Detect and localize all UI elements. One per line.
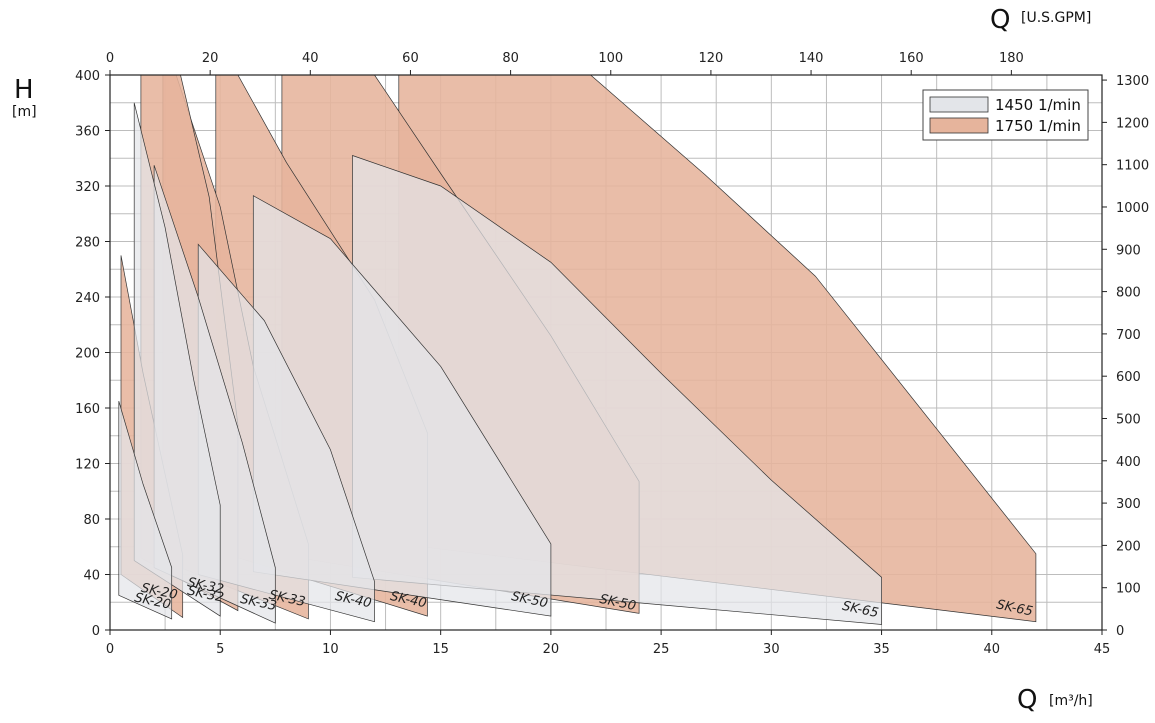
y-tick-label: 120 — [75, 458, 100, 473]
x2-axis-title: Q — [990, 5, 1010, 35]
y-tick-label: 40 — [83, 569, 100, 584]
legend-label-1450: 1450 1/min — [995, 96, 1081, 114]
curve-label-sk-40-1450: SK-40 — [334, 589, 373, 611]
x-tick-label: 45 — [1094, 642, 1111, 657]
y-tick-label: 240 — [75, 291, 100, 306]
y2-tick-label: 1100 — [1116, 159, 1149, 174]
curve-label-sk-33-1750: SK-33 — [268, 588, 307, 610]
y2-tick-label: 300 — [1116, 497, 1141, 512]
y2-tick-label: 1000 — [1116, 201, 1149, 216]
x2-tick-label: 160 — [899, 51, 924, 66]
x2-tick-label: 180 — [999, 51, 1024, 66]
curve-label-sk-65-1750: SK-65 — [995, 597, 1034, 619]
y-axis-title: H — [14, 75, 34, 105]
x-tick-label: 25 — [653, 642, 670, 657]
x-tick-label: 5 — [216, 642, 224, 657]
x-tick-label: 20 — [543, 642, 560, 657]
y-tick-label: 200 — [75, 347, 100, 362]
y-tick-label: 400 — [75, 69, 100, 84]
y2-tick-label: 0 — [1116, 624, 1124, 639]
x-axis-unit: [m³/h] — [1049, 693, 1093, 709]
x-tick-label: 30 — [763, 642, 780, 657]
x2-axis-unit: [U.S.GPM] — [1021, 10, 1091, 26]
legend: 1450 1/min 1750 1/min — [922, 89, 1089, 141]
x-tick-label: 0 — [106, 642, 114, 657]
x-axis-title: Q — [1017, 685, 1037, 715]
legend-swatch-1750 — [929, 117, 989, 134]
x-tick-label: 15 — [432, 642, 449, 657]
x-tick-label: 35 — [873, 642, 890, 657]
x2-tick-label: 40 — [302, 51, 319, 66]
y2-tick-label: 700 — [1116, 328, 1141, 343]
y-tick-label: 320 — [75, 180, 100, 195]
curve-label-sk-20-1750: SK-20 — [140, 581, 179, 603]
curve-areas — [118, 74, 1037, 625]
x2-tick-label: 80 — [502, 51, 519, 66]
y2-tick-label: 1300 — [1116, 74, 1149, 89]
curve-label-sk-32-1750: SK-32 — [186, 575, 225, 597]
y2-tick-label: 900 — [1116, 243, 1141, 258]
curve-label-sk-33-1450: SK-33 — [239, 592, 278, 614]
curve-label-sk-40-1750: SK-40 — [389, 589, 428, 611]
x2-tick-label: 20 — [202, 51, 219, 66]
y2-tick-label: 500 — [1116, 412, 1141, 427]
y2-tick-label: 600 — [1116, 370, 1141, 385]
x-tick-label: 40 — [984, 642, 1001, 657]
curve-label-sk-50-1450: SK-50 — [510, 589, 549, 611]
y-tick-label: 160 — [75, 402, 100, 417]
legend-label-1750: 1750 1/min — [995, 117, 1081, 135]
x2-tick-label: 0 — [106, 51, 114, 66]
y2-tick-label: 1200 — [1116, 116, 1149, 131]
y-axis-unit: [m] — [12, 104, 37, 120]
curve-label-sk-65-1450: SK-65 — [841, 599, 880, 621]
y-tick-label: 280 — [75, 236, 100, 251]
y2-tick-label: 800 — [1116, 286, 1141, 301]
curve-labels: SK-65 SK-50 SK-40 SK-33 SK-32 SK-20 SK-65 SK-50… — [133, 575, 1034, 621]
y-tick-label: 360 — [75, 125, 100, 140]
axis-ticks: 0 5 10 15 20 25 30 35 40 450408012016020024028032… — [75, 51, 1149, 657]
x2-tick-label: 120 — [698, 51, 723, 66]
legend-swatch-1450 — [929, 96, 989, 113]
y2-tick-label: 100 — [1116, 582, 1141, 597]
y2-tick-label: 200 — [1116, 539, 1141, 554]
curve-label-sk-50-1750: SK-50 — [598, 592, 637, 614]
y2-tick-label: 400 — [1116, 455, 1141, 470]
area-sk-20-1450 — [118, 401, 173, 620]
y-tick-label: 80 — [83, 513, 100, 528]
x2-tick-label: 60 — [402, 51, 419, 66]
curve-label-sk-32-1450: SK-32 — [186, 584, 225, 606]
curve-label-sk-20-1450: SK-20 — [133, 590, 172, 612]
x2-tick-label: 100 — [598, 51, 623, 66]
y-tick-label: 0 — [92, 624, 100, 639]
x-tick-label: 10 — [322, 642, 339, 657]
x2-tick-label: 140 — [799, 51, 824, 66]
